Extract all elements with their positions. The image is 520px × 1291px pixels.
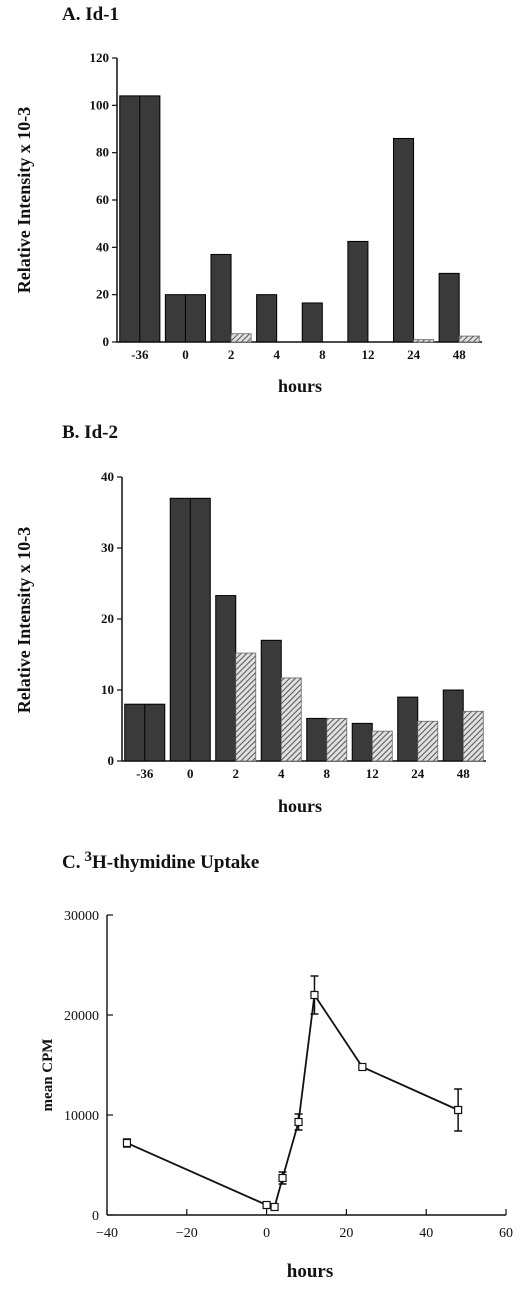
panel-b-bar-hatched — [417, 720, 439, 762]
panel-a-y-tick-label: 80 — [96, 145, 109, 160]
panel-b-bar-hatched — [235, 652, 257, 762]
panel-a-x-tick-label: 24 — [407, 347, 421, 362]
panel-a-bar-dark — [301, 302, 323, 343]
panel-b-x-tick-label: 12 — [366, 766, 379, 781]
panel-b-bar-dark — [442, 689, 464, 762]
panel-a: A. Id-1 Relative Intensity x 10-3 020406… — [14, 4, 482, 396]
panel-a-y-label: Relative Intensity x 10-3 — [14, 107, 34, 293]
panel-a-bar-hatched — [458, 335, 480, 343]
panel-b-x-tick-label: 0 — [187, 766, 194, 781]
panel-c-x-tick-label: 0 — [263, 1226, 270, 1241]
panel-c-plot: 0 10000 20000 30000 −40 −20 0 20 40 60 — [64, 909, 513, 1241]
panel-b-x-tick-label: 4 — [278, 766, 285, 781]
panel-c-data-point — [454, 1105, 463, 1115]
panel-c-x-label: hours — [287, 1261, 333, 1282]
panel-a-title: A. Id-1 — [62, 4, 119, 25]
panel-c-y-tick-label: 0 — [92, 1209, 99, 1224]
panel-b-bar-dark — [215, 595, 237, 762]
panel-b-bar-dark — [306, 717, 328, 762]
panel-c-y-tick-label: 20000 — [64, 1009, 99, 1024]
panel-a-bar-hatched — [413, 339, 435, 343]
panel-a-y-tick-label: 40 — [96, 239, 109, 254]
panel-c-x-tick-label: −40 — [96, 1226, 118, 1241]
panel-c-x-tick-label: 40 — [419, 1226, 433, 1241]
panel-b-bar-hatched — [326, 718, 348, 762]
panel-c: C. 3H-thymidine Uptake mean CPM 010000200… — [40, 849, 513, 1282]
panel-b-x-tick-label: 2 — [233, 766, 240, 781]
panel-c-y-label: mean CPM — [40, 1039, 56, 1112]
panel-a-bar-dark — [256, 294, 278, 343]
panel-b-bar-hatched — [371, 730, 393, 762]
panel-b-x-tick-label: -36 — [136, 766, 154, 781]
panel-b: B. Id-2 Relative Intensity x 10-3 010203… — [14, 422, 486, 816]
panel-a-bar-hatched — [230, 333, 252, 343]
panel-c-series-line — [126, 992, 459, 1209]
panel-b-x-tick-label: 24 — [411, 766, 425, 781]
panel-b-title: B. Id-2 — [62, 422, 118, 443]
panel-a-bar-dark — [392, 137, 415, 343]
panel-b-bar-dark — [351, 722, 373, 762]
panel-c-title-superscript: 3 — [84, 849, 92, 865]
panel-b-y-label: Relative Intensity x 10-3 — [14, 527, 34, 713]
panel-c-y-tick-label: 10000 — [64, 1109, 99, 1124]
panel-b-y-tick-label: 40 — [101, 469, 114, 484]
panel-b-x-tick-label: 8 — [324, 766, 331, 781]
panel-a-x-tick-label: -36 — [131, 347, 149, 362]
panel-b-x-tick-label: 48 — [457, 766, 471, 781]
panel-b-bar-hatched — [280, 677, 302, 762]
panel-b-bar-dark — [260, 639, 282, 762]
panel-a-x-tick-label: 8 — [319, 347, 326, 362]
panel-c-data-point — [294, 1117, 303, 1127]
panel-c-title-prefix: C. — [62, 852, 80, 873]
panel-c-data-point — [122, 1138, 132, 1148]
panel-a-y-tick-label: 120 — [90, 50, 110, 65]
panel-a-y-tick-label: 100 — [90, 97, 110, 112]
panel-c-y-tick-label: 30000 — [64, 909, 99, 924]
panel-a-x-label: hours — [278, 376, 322, 396]
panel-b-bar-hatched — [462, 710, 484, 762]
panel-c-data-point — [358, 1062, 367, 1072]
panel-a-x-tick-label: 12 — [361, 347, 374, 362]
panel-b-y-tick-label: 30 — [101, 540, 114, 555]
panel-b-bar-dark — [397, 696, 419, 762]
panel-c-x-tick-label: 60 — [499, 1226, 513, 1241]
panel-c-data-point — [262, 1200, 271, 1210]
panel-a-x-tick-label: 48 — [453, 347, 467, 362]
panel-a-y-tick-label: 20 — [96, 287, 109, 302]
panel-a-bar-dark — [210, 253, 232, 343]
panel-a-y-tick-label: 60 — [96, 192, 109, 207]
panel-c-data-point — [278, 1173, 287, 1183]
panel-c-title-text: H-thymidine Uptake — [92, 852, 259, 873]
panel-a-bar-dark — [347, 240, 369, 343]
panel-b-x-label: hours — [278, 796, 322, 816]
panel-c-data-point — [310, 990, 319, 1000]
panel-c-x-tick-label: −20 — [176, 1226, 198, 1241]
panel-c-x-tick-label: 20 — [339, 1226, 353, 1241]
panel-a-y-tick-label: 0 — [103, 334, 110, 349]
panel-b-y-tick-label: 0 — [108, 753, 115, 768]
panel-b-y-tick-label: 10 — [101, 682, 114, 697]
panel-a-x-tick-label: 2 — [228, 347, 235, 362]
panel-c-data-point — [270, 1202, 279, 1212]
panel-a-bar-dark — [438, 272, 460, 343]
panel-a-x-tick-label: 4 — [273, 347, 280, 362]
panel-a-x-tick-label: 0 — [182, 347, 189, 362]
panel-b-y-tick-label: 20 — [101, 611, 114, 626]
panel-c-title: C. 3H-thymidine Uptake — [62, 849, 259, 873]
